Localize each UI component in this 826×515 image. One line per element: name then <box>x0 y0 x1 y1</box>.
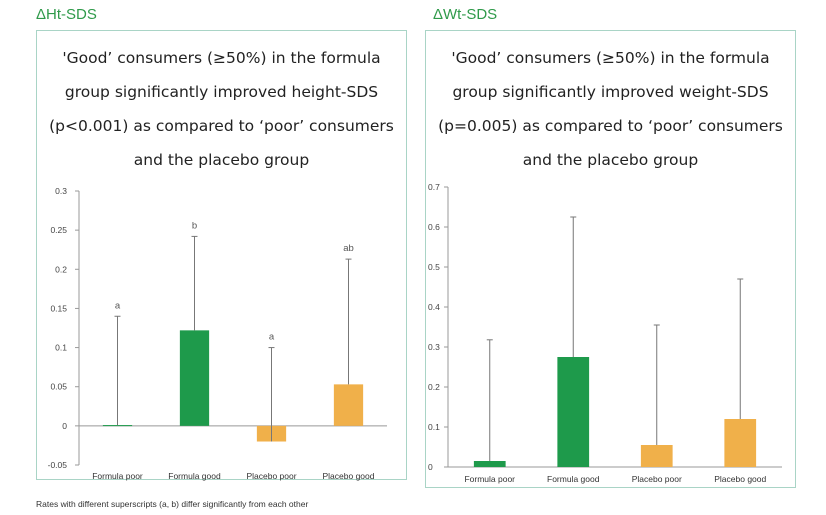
category-label: Placebo good <box>323 471 375 481</box>
category-label: Placebo good <box>714 474 766 484</box>
bar-formula-good <box>557 357 590 467</box>
y-tick-label: 0.3 <box>55 186 67 196</box>
bar-placebo-poor <box>640 445 673 467</box>
chart-panel-weight: 'Good’ consumers (≥50%) in the formula g… <box>425 30 796 488</box>
title-line: (p<0.001) as compared to ‘poor’ consumer… <box>49 117 394 135</box>
y-tick-label: 0.2 <box>428 382 440 392</box>
category-label: Formula good <box>547 474 600 484</box>
chart-title-weight: 'Good’ consumers (≥50%) in the formula g… <box>426 41 795 177</box>
category-label: Formula poor <box>92 471 143 481</box>
y-tick-label: 0.5 <box>428 262 440 272</box>
heading-ht-sds: ΔHt-SDS <box>36 6 97 23</box>
superscript-label: ab <box>343 243 354 254</box>
title-line: group significantly improved weight-SDS <box>452 83 769 101</box>
bar-formula-poor <box>473 461 506 467</box>
y-tick-label: 0.4 <box>428 302 440 312</box>
y-tick-label: 0.25 <box>50 225 67 235</box>
chart-title-height: 'Good’ consumers (≥50%) in the formula g… <box>37 41 406 177</box>
y-tick-label: 0 <box>62 421 67 431</box>
y-tick-label: 0.1 <box>428 422 440 432</box>
category-label: Formula good <box>168 471 221 481</box>
category-label: Placebo poor <box>632 474 682 484</box>
heading-wt-text: ΔWt-SDS <box>433 6 498 23</box>
y-tick-label: 0.1 <box>55 343 67 353</box>
heading-ht-text: ΔHt-SDS <box>36 6 97 23</box>
title-line: (p=0.005) as compared to ‘poor’ consumer… <box>438 117 783 135</box>
bar-chart-height: -0.05 0 0.05 0.1 0.15 0.2 0.25 0.3 a Formula poor… <box>48 186 387 481</box>
title-line: and the placebo group <box>522 151 699 169</box>
superscript-label: a <box>115 300 121 311</box>
y-tick-label: 0.6 <box>428 222 440 232</box>
category-label: Formula poor <box>464 474 515 484</box>
chart-panel-height: 'Good’ consumers (≥50%) in the formula g… <box>36 30 407 481</box>
bar-placebo-good <box>333 384 364 426</box>
y-tick-label: 0.2 <box>55 264 67 274</box>
bar-chart-weight: 0 0.1 0.2 0.3 0.4 0.5 0.6 0.7 Formula poor Formul… <box>428 182 782 484</box>
y-tick-label: -0.05 <box>48 460 68 470</box>
title-line: 'Good’ consumers (≥50%) in the formula <box>451 49 770 67</box>
footnote: Rates with different superscripts (a, b)… <box>36 499 309 509</box>
title-line: and the placebo group <box>133 151 310 169</box>
bar-placebo-good <box>724 419 757 467</box>
superscript-label: a <box>269 332 275 343</box>
bar-formula-poor <box>102 425 133 427</box>
y-tick-label: 0.15 <box>50 303 67 313</box>
y-tick-label: 0.05 <box>50 382 67 392</box>
title-line: group significantly improved height-SDS <box>64 83 379 101</box>
superscript-label: b <box>192 220 197 231</box>
y-tick-label: 0.3 <box>428 342 440 352</box>
bar-formula-good <box>179 330 210 426</box>
title-line: 'Good’ consumers (≥50%) in the formula <box>62 49 381 67</box>
heading-wt-sds: ΔWt-SDS <box>433 6 497 23</box>
category-label: Placebo poor <box>246 471 296 481</box>
y-tick-label: 0.7 <box>428 182 440 192</box>
y-tick-label: 0 <box>428 462 433 472</box>
